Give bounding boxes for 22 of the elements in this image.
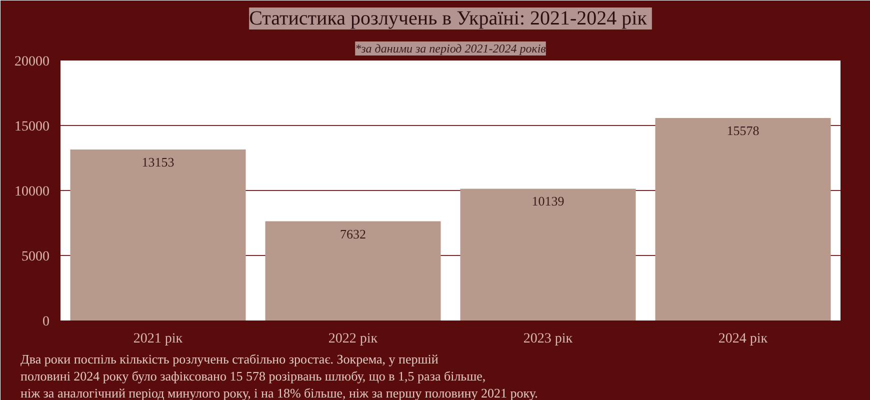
y-tick-label: 5000: [22, 250, 50, 264]
text: Два роки поспіль кількість розлучень стабільно зростає. Зокрема, у першій: [20, 352, 438, 366]
bar: [70, 150, 246, 320]
x-tick-label: 2022 рік: [328, 332, 378, 346]
bar: [265, 221, 441, 320]
data-label: 10139: [532, 194, 564, 209]
bar: [655, 118, 831, 320]
chart-title: Статистика розлучень в Україні: 2021-2024 рік: [249, 8, 648, 30]
y-tick-label: 0: [42, 314, 50, 330]
data-label: 15578: [726, 122, 760, 138]
x-tick-label: 2023 рік: [523, 332, 573, 346]
text: половині 2024 року було зафіксовано 15 578 розірвань шлюбу, що в 1,5 раза більше,: [20, 368, 486, 384]
y-tick-label: 20000: [14, 54, 50, 70]
x-tick-label: 2021 рік: [133, 332, 183, 346]
x-tick-label: 2024 рік: [718, 332, 768, 346]
bar: [460, 188, 636, 320]
data-label: 7632: [340, 226, 366, 242]
text: ніж за аналогічний період минулого року, і на 18% більше, ніж за першу половину 2021 року.: [20, 386, 538, 400]
data-label: 13153: [142, 154, 174, 170]
y-tick-label: 10000: [14, 184, 50, 200]
chart-subtitle: *за даними за період 2021-2024 років: [355, 42, 546, 56]
y-tick-label: 15000: [14, 120, 50, 134]
